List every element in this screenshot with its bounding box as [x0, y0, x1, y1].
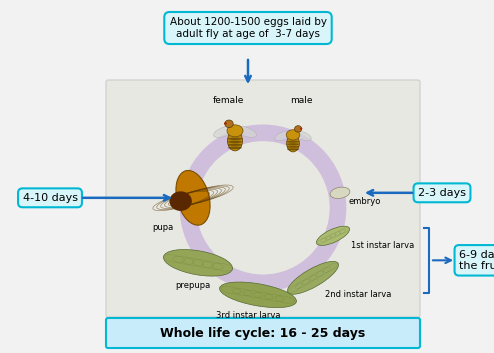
Text: 2-3 days: 2-3 days [418, 188, 466, 198]
Ellipse shape [225, 120, 233, 128]
Ellipse shape [288, 261, 338, 294]
FancyBboxPatch shape [106, 318, 420, 348]
Ellipse shape [287, 146, 299, 148]
Text: 1st instar larva: 1st instar larva [351, 241, 414, 250]
Text: 6-9 days in
the fruit: 6-9 days in the fruit [459, 250, 494, 271]
Ellipse shape [228, 144, 242, 146]
Text: 3rd instar larva: 3rd instar larva [216, 311, 280, 320]
Text: Whole life cycle: 16 - 25 days: Whole life cycle: 16 - 25 days [161, 327, 366, 340]
Text: About 1200-1500 eggs laid by
adult fly at age of  3-7 days: About 1200-1500 eggs laid by adult fly a… [169, 17, 327, 39]
Ellipse shape [317, 226, 350, 245]
Text: prepupa: prepupa [175, 281, 210, 290]
Ellipse shape [219, 282, 296, 307]
Text: pupa: pupa [152, 223, 173, 232]
Ellipse shape [300, 127, 302, 130]
FancyBboxPatch shape [106, 80, 420, 317]
Ellipse shape [275, 131, 292, 140]
Text: embryo: embryo [348, 197, 380, 206]
Ellipse shape [224, 122, 227, 125]
Ellipse shape [227, 125, 243, 137]
Ellipse shape [286, 130, 300, 140]
Ellipse shape [228, 140, 242, 143]
Ellipse shape [169, 191, 192, 211]
Ellipse shape [293, 131, 311, 140]
Text: male: male [290, 96, 312, 105]
Text: 4-10 days: 4-10 days [23, 193, 78, 203]
Ellipse shape [228, 131, 243, 151]
Text: 2nd instar larva: 2nd instar larva [325, 290, 391, 299]
Text: female: female [212, 96, 244, 105]
Ellipse shape [294, 126, 302, 132]
Ellipse shape [287, 143, 299, 145]
Ellipse shape [228, 138, 242, 140]
Ellipse shape [236, 126, 256, 137]
Ellipse shape [287, 140, 299, 143]
Ellipse shape [164, 250, 233, 276]
Ellipse shape [228, 146, 242, 149]
Ellipse shape [213, 126, 235, 137]
Ellipse shape [287, 135, 299, 152]
Ellipse shape [287, 148, 299, 150]
Ellipse shape [176, 170, 210, 225]
Ellipse shape [330, 187, 350, 198]
